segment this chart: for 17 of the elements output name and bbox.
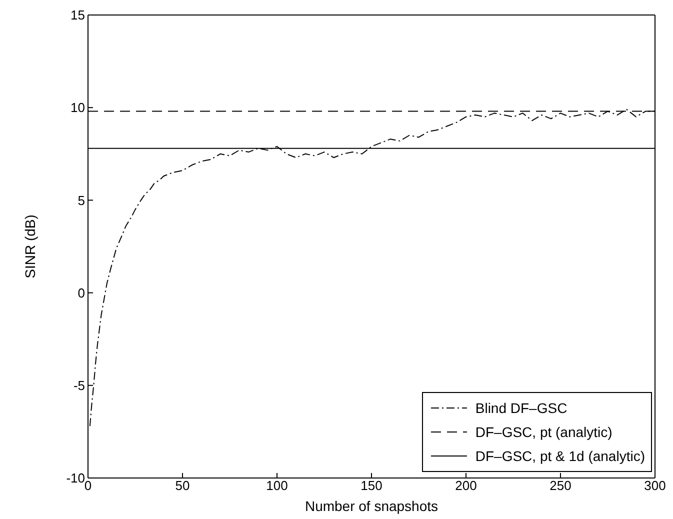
x-tick-label: 50 (175, 478, 190, 494)
y-tick-label: 0 (78, 285, 85, 300)
y-tick-label: 5 (78, 192, 85, 208)
y-axis-title: SINR (dB) (22, 214, 38, 278)
x-tick-label: 300 (644, 478, 666, 494)
x-tick-label: 200 (455, 478, 477, 494)
x-tick-label: 250 (550, 478, 572, 494)
y-tick-label: -5 (73, 378, 85, 394)
y-tick-label: 15 (70, 8, 85, 23)
x-axis-title: Number of snapshots (304, 498, 438, 514)
legend-label: DF–GSC, pt & 1d (analytic) (475, 448, 645, 464)
legend-label: DF–GSC, pt (analytic) (475, 424, 612, 440)
x-tick-label: 100 (266, 478, 288, 494)
legend-label: Blind DF–GSC (475, 400, 568, 416)
y-tick-label: 10 (70, 100, 85, 116)
y-tick-label: -10 (66, 470, 85, 486)
x-tick-label: 150 (360, 478, 382, 494)
